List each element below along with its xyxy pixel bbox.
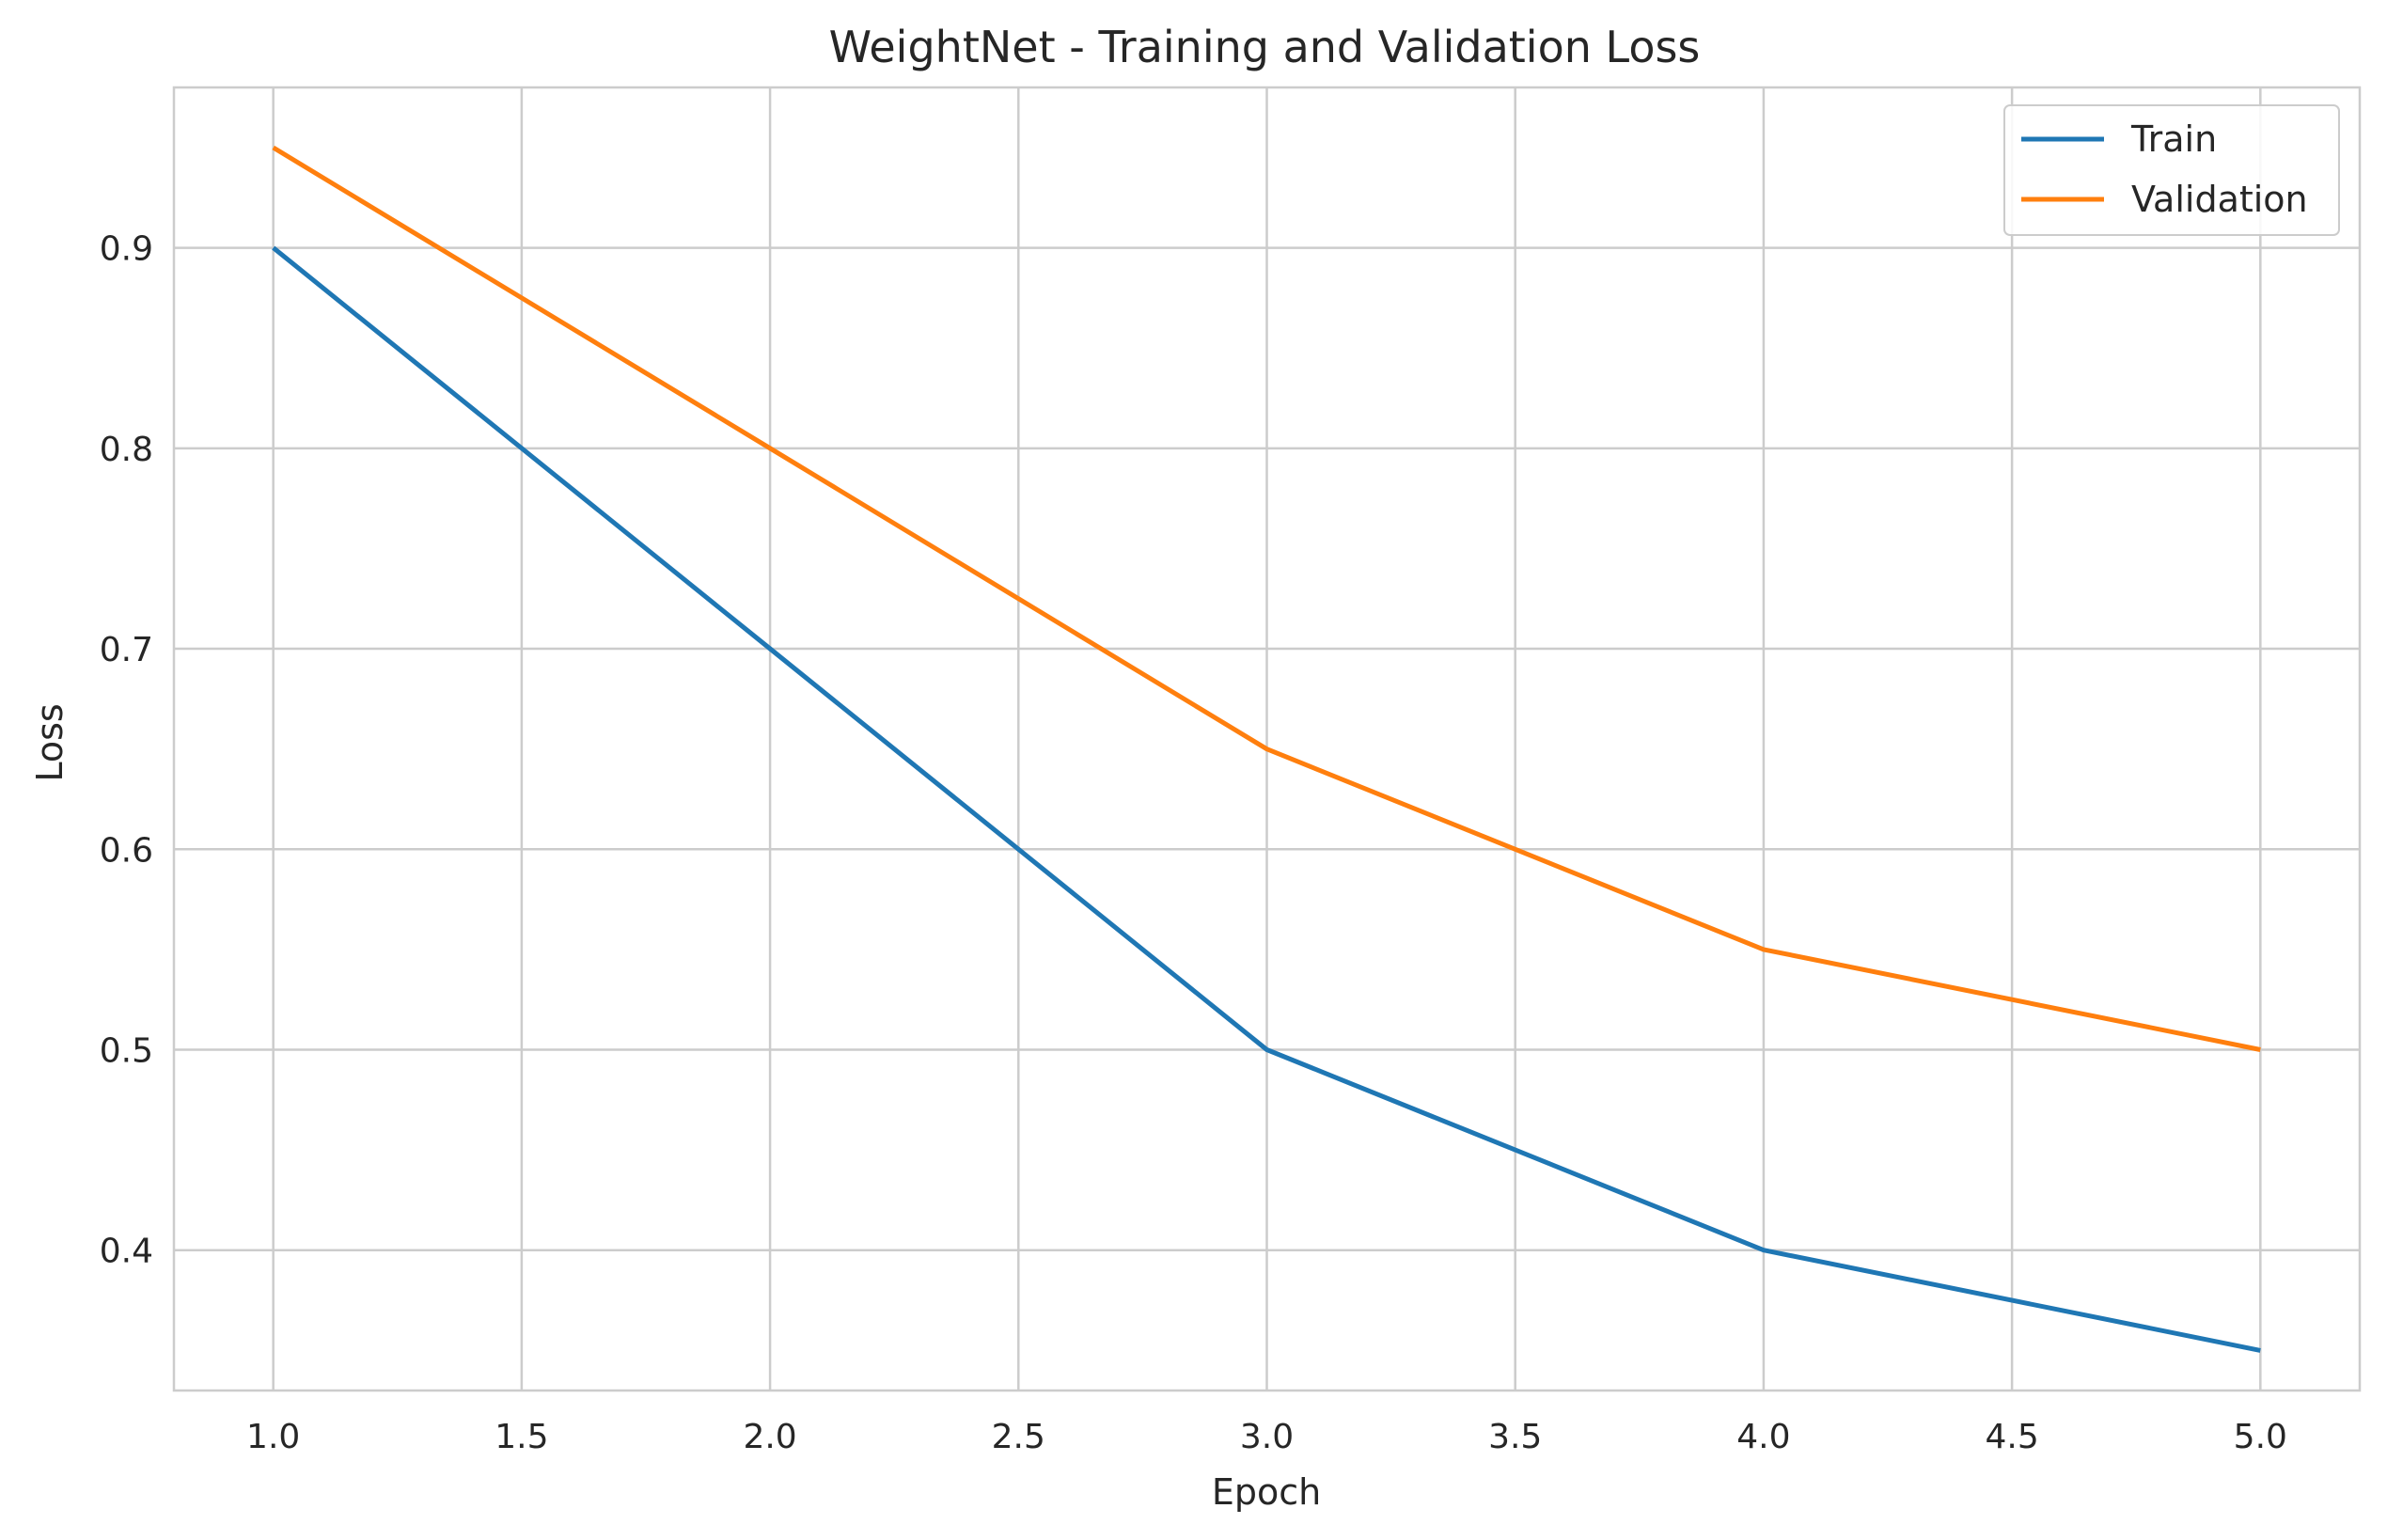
chart-title: WeightNet - Training and Validation Loss [829,22,1701,72]
legend: Train Validation [2003,104,2340,236]
x-tick-label: 2.0 [743,1418,796,1456]
x-tick-label: 3.0 [1240,1418,1294,1456]
x-tick-label: 5.0 [2234,1418,2287,1456]
x-tick-label: 4.0 [1736,1418,1790,1456]
y-tick-label: 0.4 [100,1233,153,1271]
y-axis-label: Loss [29,703,71,781]
series-layer [272,145,2261,1353]
y-tick-label: 0.9 [100,230,153,269]
grid-lines [174,87,2360,1391]
plot-frame [172,86,2362,1392]
x-tick-label: 2.5 [992,1418,1045,1456]
y-tick-label: 0.6 [100,831,153,870]
x-tick-label: 4.5 [1985,1418,2038,1456]
legend-label-train: Train [2130,118,2217,160]
x-axis-label: Epoch [1212,1471,1321,1513]
x-tick-labels: 1.0 1.5 2.0 2.5 3.0 3.5 4.0 4.5 5.0 [246,1418,2287,1456]
y-tick-label: 0.7 [100,631,153,669]
x-tick-label: 1.5 [495,1418,548,1456]
y-tick-label: 0.5 [100,1032,153,1071]
x-tick-label: 3.5 [1488,1418,1542,1456]
x-tick-label: 1.0 [246,1418,300,1456]
y-tick-label: 0.8 [100,431,153,469]
y-tick-labels: 0.4 0.5 0.6 0.7 0.8 0.9 [100,230,153,1271]
legend-label-validation: Validation [2131,179,2308,220]
